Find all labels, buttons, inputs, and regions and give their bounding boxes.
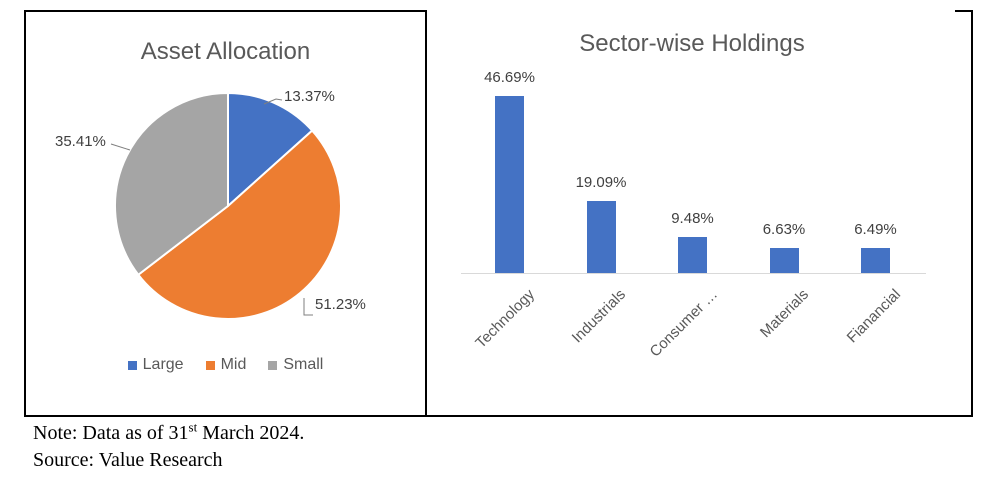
pie-chart-title: Asset Allocation	[140, 38, 311, 65]
note-suffix: March 2024.	[197, 422, 305, 444]
bar-fianancial	[861, 248, 890, 273]
pie-label-small: 35.41%	[55, 133, 106, 150]
legend-label-small: Small	[283, 356, 324, 373]
category-label-technology: Technology	[471, 286, 538, 352]
source-text: Source: Value Research	[33, 449, 223, 471]
bar-consumer	[678, 237, 707, 273]
pie-slice-small	[114, 91, 229, 277]
legend-item-large: Large	[127, 356, 184, 374]
bar-chart-title: Sector-wise Holdings	[579, 30, 805, 57]
pie-leader-line-small	[110, 143, 131, 151]
bar-value-label-technology: 46.69%	[484, 69, 535, 86]
legend-marker-small	[268, 360, 278, 370]
legend-item-small: Small	[268, 356, 323, 374]
pie-leader-line-mid	[303, 298, 313, 316]
category-label-fianancial: Fianancial	[843, 286, 904, 347]
pie-slice-large	[227, 91, 314, 209]
category-label-industrials: Industrials	[568, 286, 630, 347]
pie-label-mid: 51.23%	[315, 296, 366, 313]
bar-value-label-fianancial: 6.49%	[854, 221, 897, 238]
bar-materials	[769, 248, 799, 273]
legend-label-mid: Mid	[220, 356, 247, 373]
x-axis-line	[461, 273, 926, 274]
note-superscript: st	[188, 419, 198, 435]
pie-label-large: 13.37%	[284, 88, 335, 105]
legend-label-large: Large	[142, 356, 184, 373]
pie-legend: Large Mid Small	[26, 356, 425, 374]
category-label-materials: Materials	[756, 286, 813, 342]
panel-border-corner	[955, 10, 971, 12]
legend-marker-mid	[205, 360, 215, 370]
pie-chart	[110, 91, 342, 320]
note-prefix: Note: Data as of 31	[33, 422, 189, 444]
pie-leader-line-large	[263, 98, 283, 105]
bar-chart-panel: Sector-wise Holdings 46.69% Technology 19.…	[427, 10, 973, 417]
legend-marker-large	[127, 360, 137, 370]
pie-chart-panel: Asset Allocation 13.37% 51.23% 35.41% Larg…	[24, 10, 427, 417]
bar-industrials	[586, 201, 616, 273]
category-label-consumer: Consumer …	[646, 286, 721, 361]
bar-value-label-materials: 6.63%	[762, 221, 806, 238]
bar-value-label-consumer: 9.48%	[671, 210, 714, 227]
pie-slice-mid	[136, 129, 342, 320]
note-text: Note: Data as of 31st March 2024.	[33, 419, 305, 445]
bar-technology	[495, 96, 524, 273]
bar-value-label-industrials: 19.09%	[575, 174, 627, 191]
legend-item-mid: Mid	[205, 356, 247, 374]
